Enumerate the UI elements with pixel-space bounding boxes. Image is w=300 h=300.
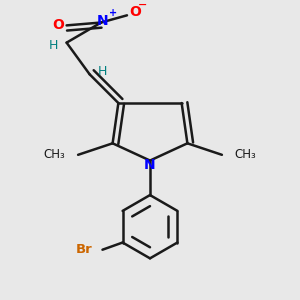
Text: N: N	[97, 14, 108, 28]
Text: −: −	[138, 0, 148, 10]
Text: CH₃: CH₃	[44, 148, 65, 161]
Text: O: O	[52, 18, 64, 32]
Text: CH₃: CH₃	[235, 148, 256, 161]
Text: H: H	[98, 65, 107, 78]
Text: H: H	[49, 39, 58, 52]
Text: N: N	[144, 158, 156, 172]
Text: O: O	[130, 5, 142, 20]
Text: Br: Br	[76, 243, 92, 256]
Text: +: +	[109, 8, 117, 18]
